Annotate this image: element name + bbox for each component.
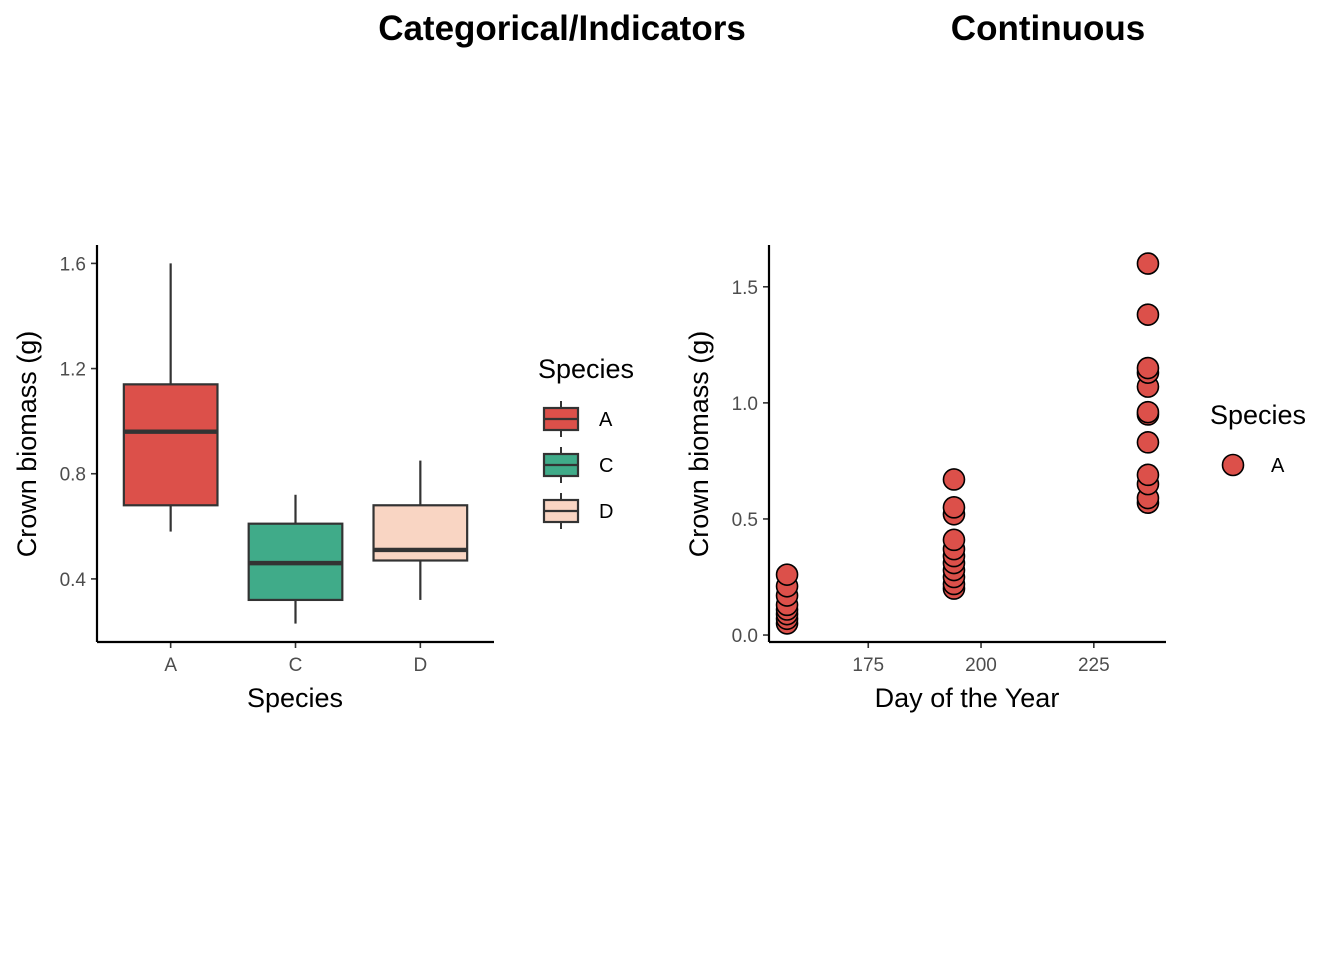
p2-legend-key-A: A: [1221, 453, 1285, 477]
p1-x-tick-label: D: [413, 655, 427, 676]
p1-y-tick-label: 1.2: [60, 360, 86, 381]
box-body: [372, 504, 469, 562]
p1-y-tick-label: 1.6: [60, 254, 86, 275]
p2-legend-title: Species: [1210, 400, 1306, 430]
p2-y-tick-label: 0.0: [732, 626, 758, 647]
p1-y-axis-title: Crown biomass (g): [12, 331, 42, 558]
box-body: [122, 383, 219, 507]
data-point: [1136, 303, 1160, 326]
p1-legend-key-C: C: [542, 447, 613, 483]
data-point: [942, 496, 966, 519]
p1-legend-keys: A C D: [542, 401, 613, 529]
p2-x-ticks: 175 200 225: [852, 642, 1110, 676]
data-point: [942, 528, 966, 552]
data-point: [1136, 431, 1160, 454]
p2-y-tick-label: 1.5: [732, 278, 758, 299]
p2-y-tick-label: 1.0: [732, 394, 758, 415]
p2-points: [775, 252, 1160, 635]
box-C: [247, 494, 344, 624]
p2-legend-keys: A: [1221, 453, 1285, 477]
p1-y-tick-label: 0.8: [60, 465, 86, 486]
p2-legend: Species A: [1210, 400, 1306, 477]
p1-y-tick-label: 0.4: [60, 570, 87, 591]
p1-legend: Species A C D: [538, 354, 634, 529]
p1-boxes: [122, 263, 469, 624]
p1-legend-key-A: A: [542, 401, 613, 437]
p2-y-axis-title: Crown biomass (g): [684, 331, 714, 558]
data-point: [942, 468, 966, 491]
p1-legend-title: Species: [538, 354, 634, 384]
data-point: [775, 563, 799, 586]
p2-y-ticks: 0.0 0.5 1.0 1.5: [732, 278, 769, 647]
p2-y-tick-label: 0.5: [732, 510, 758, 531]
p2-x-axis-title: Day of the Year: [875, 683, 1060, 713]
p1-legend-label: A: [599, 409, 613, 431]
data-point: [1136, 463, 1160, 487]
box-D: [372, 460, 469, 600]
panel-title-categorical: Categorical/Indicators: [378, 9, 746, 48]
p1-y-ticks: 0.4 0.8 1.2 1.6: [60, 254, 97, 591]
data-point: [1136, 252, 1160, 275]
panel-continuous: Continuous 0.0 0.5 1.0 1.5 175 200 225 Day of…: [684, 9, 1306, 713]
p2-x-tick-label: 225: [1078, 655, 1110, 676]
p2-x-tick-label: 200: [965, 655, 997, 676]
p1-x-tick-label: A: [164, 655, 177, 676]
p2-x-tick-label: 175: [852, 655, 884, 676]
panel-title-continuous: Continuous: [951, 9, 1145, 48]
legend-key-point: [1221, 453, 1245, 477]
p1-x-tick-label: C: [289, 655, 303, 676]
p1-x-axis-title: Species: [247, 683, 343, 713]
data-point: [1136, 356, 1160, 380]
box-A: [122, 263, 219, 532]
p1-legend-key-D: D: [542, 493, 613, 529]
p1-legend-label: D: [599, 501, 613, 523]
p2-legend-label: A: [1271, 455, 1285, 477]
p1-legend-label: C: [599, 455, 613, 477]
data-point: [1136, 400, 1160, 424]
